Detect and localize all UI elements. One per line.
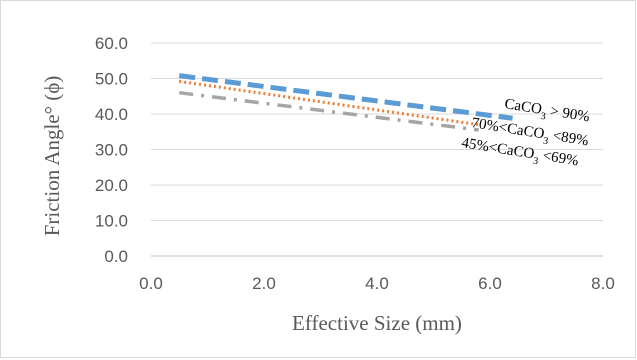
x-tick-label: 0.0 — [139, 274, 163, 293]
y-tick-label: 30.0 — [95, 141, 128, 160]
y-tick-label: 60.0 — [95, 34, 128, 53]
x-axis-title: Effective Size (mm) — [292, 311, 462, 335]
series-line-3 — [179, 90, 479, 132]
y-tick-label: 40.0 — [95, 105, 128, 124]
series-line-2 — [179, 79, 479, 127]
series-line-1 — [178, 73, 513, 121]
x-tick-label: 4.0 — [365, 274, 389, 293]
y-tick-label: 20.0 — [95, 176, 128, 195]
y-tick-label: 0.0 — [104, 247, 128, 266]
y-tick-label: 50.0 — [95, 70, 128, 89]
y-tick-label: 10.0 — [95, 212, 128, 231]
axes: 0.0 10.0 20.0 30.0 40.0 50.0 60.0 0.0 2.0 4.0 6.0 8… — [95, 34, 615, 293]
gridlines — [151, 42, 603, 221]
series-labels: CaCO3 > 90%70%<CaCO3 <89%45%<CaCO3 <69% — [460, 96, 591, 169]
x-tick-label: 6.0 — [478, 274, 502, 293]
series-lines — [178, 73, 513, 132]
x-tick-label: 8.0 — [591, 274, 615, 293]
x-tick-label: 2.0 — [252, 274, 276, 293]
series-label-1: CaCO3 > 90% — [503, 96, 591, 129]
y-axis-title: Friction Angle° (ϕ) — [40, 76, 64, 237]
